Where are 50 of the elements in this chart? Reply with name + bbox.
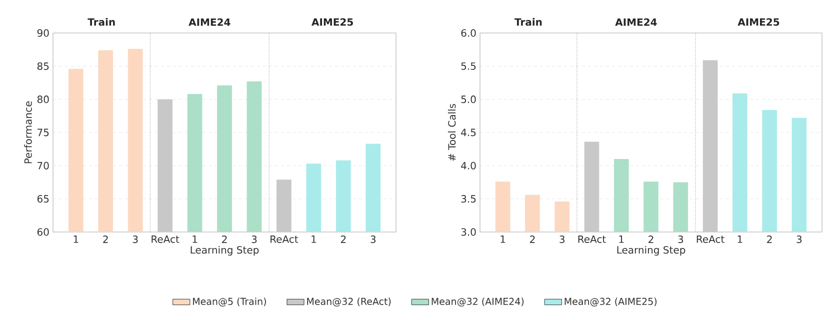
y-tick-label: 80 xyxy=(37,96,49,104)
y-axis-title: # Tool Calls xyxy=(448,104,456,161)
x-tick-label: 2 xyxy=(767,236,772,243)
x-tick-label: 1 xyxy=(312,236,316,243)
x-tick-label: 2 xyxy=(103,236,108,243)
x-tick-label: 2 xyxy=(648,236,654,243)
y-tick-label: 4.0 xyxy=(461,162,476,170)
x-tick-label: ReAct xyxy=(696,236,724,243)
y-tick-label: 65 xyxy=(37,195,49,203)
legend-label: Mean@32 (AIME25) xyxy=(564,298,657,306)
x-tick-label: 2 xyxy=(530,236,535,243)
y-tick-label: 60 xyxy=(37,228,49,236)
x-tick-label: 3 xyxy=(370,236,376,244)
text: AIME24 xyxy=(188,18,230,26)
y-tick-label: 3.5 xyxy=(461,195,476,203)
x-axis-title: Learning Step xyxy=(617,246,686,256)
y-tick-label: 90 xyxy=(37,29,49,37)
y-tick-label: 5.5 xyxy=(461,62,476,70)
x-tick-label: 1 xyxy=(74,236,78,243)
x-tick-label: 3 xyxy=(678,236,684,244)
x-tick-label: 3 xyxy=(132,236,138,244)
y-tick-label: 5.0 xyxy=(461,96,476,104)
x-tick-label: 1 xyxy=(738,236,742,243)
text: AIME25 xyxy=(312,18,353,26)
y-tick-label: 4.5 xyxy=(461,128,476,136)
text: Train xyxy=(88,18,115,26)
x-tick-label: 3 xyxy=(796,236,802,244)
text: AIME24 xyxy=(615,18,657,26)
x-tick-label: 3 xyxy=(252,236,257,244)
x-tick-label: 2 xyxy=(222,236,227,243)
text: AIME25 xyxy=(738,18,780,26)
x-tick-label: 3 xyxy=(560,236,564,244)
y-tick-label: 75 xyxy=(38,128,49,136)
y-tick-label: 3.0 xyxy=(461,228,476,236)
x-tick-label: 1 xyxy=(619,236,624,243)
y-tick-label: 85 xyxy=(37,62,49,70)
legend-label: Mean@32 (ReAct) xyxy=(307,298,391,306)
x-tick-label: 2 xyxy=(340,236,346,243)
y-axis-title: Performance xyxy=(24,101,32,164)
x-tick-label: ReAct xyxy=(270,236,298,243)
legend-label: Mean@32 (AIME24) xyxy=(432,298,524,306)
legend-label: Mean@5 (Train) xyxy=(193,298,266,306)
x-tick-label: ReAct xyxy=(152,236,180,243)
x-tick-label: ReAct xyxy=(578,236,606,243)
text: Train xyxy=(514,18,542,26)
y-tick-label: 6.0 xyxy=(461,29,476,37)
x-tick-label: 1 xyxy=(192,236,198,243)
y-tick-label: 70 xyxy=(38,162,49,170)
x-axis-title: Learning Step xyxy=(190,246,259,256)
x-tick-label: 1 xyxy=(500,236,506,243)
